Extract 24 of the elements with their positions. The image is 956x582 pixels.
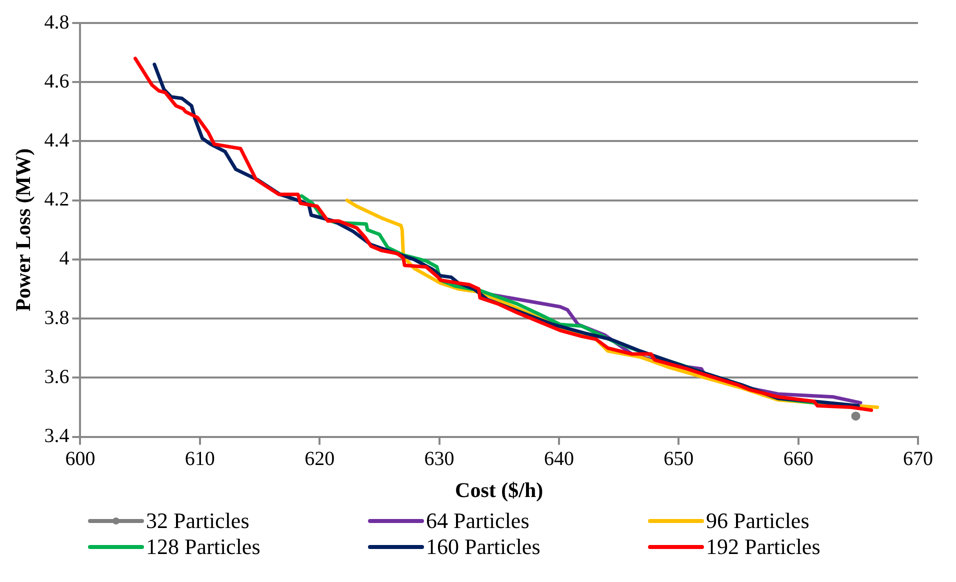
legend-label: 64 Particles (426, 508, 530, 534)
y-tick-label: 4.8 (44, 11, 70, 34)
y-tick-label: 4 (59, 248, 70, 270)
x-tick-label: 660 (783, 448, 814, 470)
x-tick-label: 620 (304, 448, 335, 470)
x-tick-label: 670 (903, 448, 933, 470)
x-tick-label: 610 (184, 448, 215, 470)
y-tick-label: 4.2 (44, 188, 70, 211)
x-tick-label: 600 (65, 448, 96, 470)
legend-label: 32 Particles (146, 508, 250, 534)
x-tick-label: 650 (664, 448, 694, 470)
y-tick-label: 3.8 (44, 306, 70, 329)
x-tick-label: 630 (424, 448, 454, 470)
y-axis-title: Power Loss (MW) (11, 148, 36, 312)
legend-label: 96 Particles (706, 508, 810, 534)
legend-label: 160 Particles (426, 534, 540, 560)
x-tick-label: 640 (544, 448, 574, 470)
x-axis-title: Cost ($/h) (455, 478, 544, 502)
legend-label: 128 Particles (146, 534, 260, 560)
legend-label: 192 Particles (706, 534, 820, 560)
y-tick-label: 4.6 (44, 70, 70, 92)
y-tick-label: 3.4 (44, 425, 70, 448)
y-tick-label: 3.6 (44, 366, 70, 388)
y-tick-label: 4.4 (44, 129, 70, 152)
